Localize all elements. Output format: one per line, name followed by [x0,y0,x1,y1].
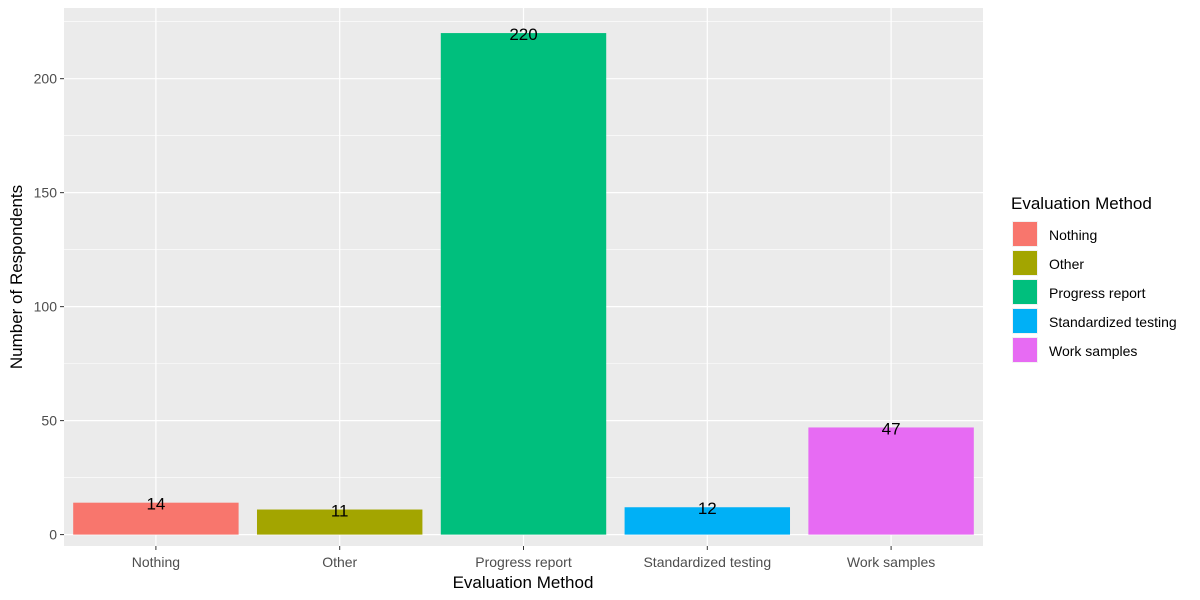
data-label: 14 [146,495,165,514]
legend-swatch [1013,309,1037,333]
x-tick-label: Other [322,554,357,570]
bar-other [256,509,423,535]
x-tick-label: Work samples [847,554,935,570]
legend-swatch [1013,338,1037,362]
bar-progress-report [440,33,607,535]
data-label: 220 [509,25,537,44]
y-axis-title: Number of Respondents [7,185,26,369]
x-tick-label: Progress report [475,554,572,570]
data-label: 11 [331,502,349,521]
legend-swatch [1013,251,1037,275]
legend-label: Work samples [1049,343,1137,359]
legend-label: Other [1049,256,1084,272]
x-tick-label: Nothing [132,554,180,570]
bar-work-samples [808,427,974,535]
axes: 0 50 100 150 200 Nothing Other Progress report S… [34,71,936,570]
legend-swatch [1013,222,1037,246]
legend-label: Progress report [1049,285,1146,301]
y-tick-label: 50 [41,413,57,429]
y-tick-label: 100 [34,299,58,315]
y-tick-label: 0 [49,527,57,543]
bar-nothing [73,502,239,535]
legend: Evaluation Method Nothing Other Progress r… [1011,194,1177,363]
data-label: 12 [698,499,717,518]
legend-label: Nothing [1049,227,1097,243]
data-labels: 14 11 220 12 47 [146,25,900,520]
legend-title: Evaluation Method [1011,194,1152,213]
bars [73,33,974,535]
bar-standardized-testing [624,507,791,535]
y-tick-label: 150 [34,185,58,201]
data-label: 47 [882,419,901,438]
x-axis-title: Evaluation Method [453,573,594,592]
legend-swatch [1013,280,1037,304]
x-tick-label: Standardized testing [643,554,771,570]
y-tick-label: 200 [34,71,58,87]
legend-label: Standardized testing [1049,314,1177,330]
